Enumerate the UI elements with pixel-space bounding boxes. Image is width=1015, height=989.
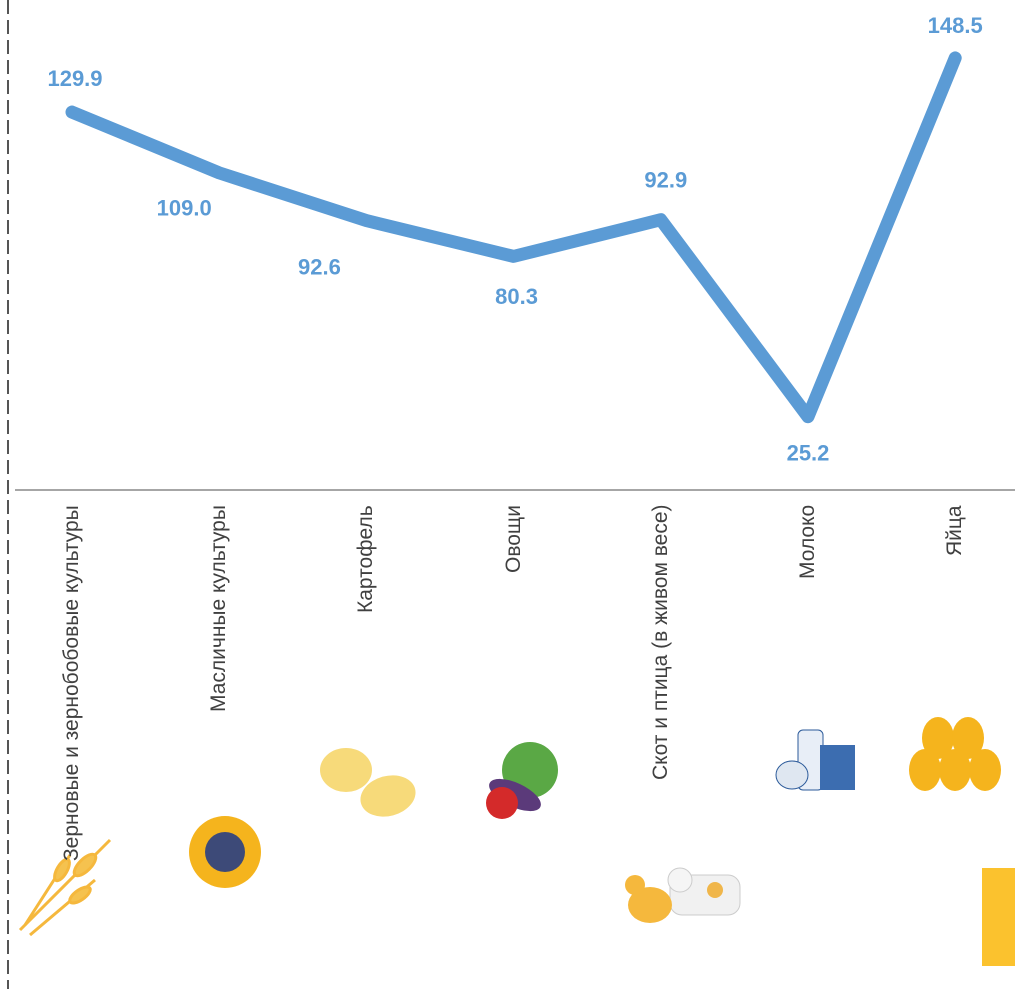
x-tick-label: Молоко <box>796 505 819 580</box>
data-line <box>65 51 962 424</box>
x-tick-label: Яйца <box>943 505 967 556</box>
value-label: 109.0 <box>157 196 212 221</box>
x-tick-label: Картофель <box>354 505 378 613</box>
x-tick-label: Зерновые и зернобобовые культуры <box>60 505 83 861</box>
x-tick-label: Скот и птица (в живом весе) <box>648 505 672 781</box>
sunflower-icon <box>189 816 261 888</box>
value-label: 129.9 <box>47 66 102 91</box>
corner-block <box>982 868 1015 966</box>
livestock-icon <box>625 867 741 923</box>
x-tick-label: Овощи <box>501 505 525 573</box>
value-label: 25.2 <box>787 440 830 465</box>
vegetables-icon <box>486 742 558 819</box>
value-label: 148.5 <box>928 13 983 38</box>
potato-icon <box>320 748 416 817</box>
milk-icon <box>775 729 855 791</box>
value-label: 80.3 <box>495 284 538 309</box>
x-tick-label: Масличные культуры <box>207 505 231 712</box>
value-label: 92.9 <box>644 168 687 193</box>
value-label: 92.6 <box>298 254 341 279</box>
wheat-icon <box>18 838 112 937</box>
eggs-icon <box>909 717 1001 791</box>
